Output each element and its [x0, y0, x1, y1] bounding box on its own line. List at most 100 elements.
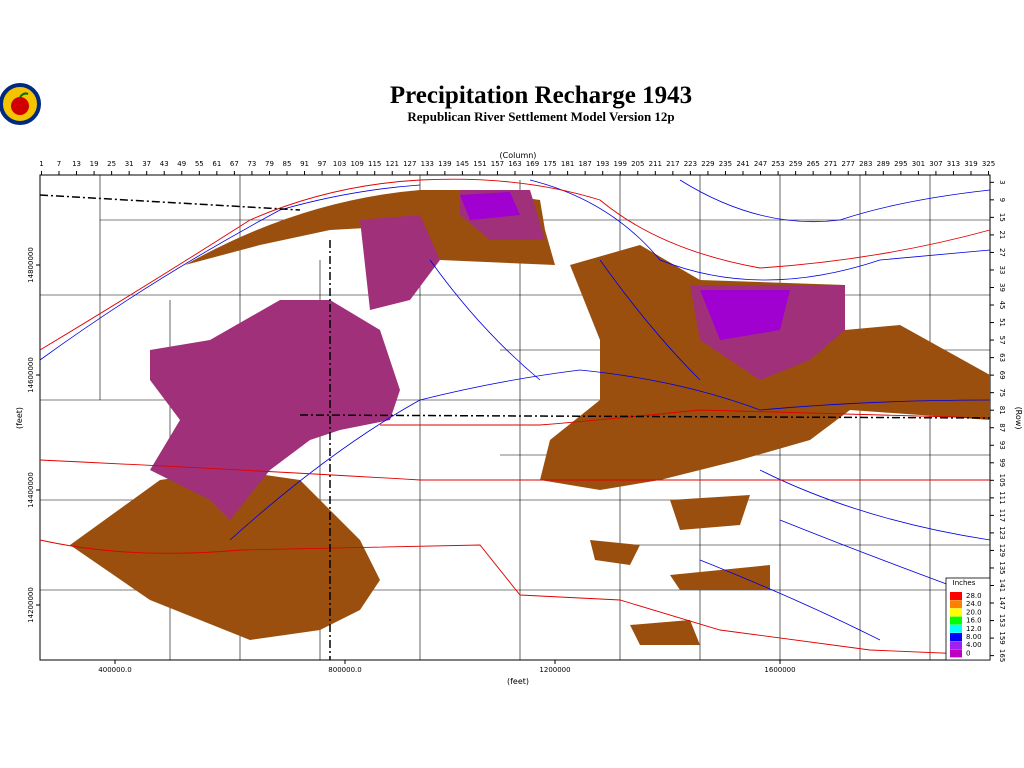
row-tick-label: 105: [998, 474, 1006, 487]
y-tick-label: 14800000: [27, 247, 35, 283]
x-tick-label: 1600000: [764, 666, 795, 674]
row-tick-label: 87: [998, 423, 1006, 432]
column-tick-label: 37: [142, 160, 151, 168]
legend-label: 16.0: [966, 617, 982, 625]
row-tick-label: 51: [998, 318, 1006, 327]
row-tick-label: 63: [998, 353, 1006, 362]
row-tick-label: 27: [998, 248, 1006, 257]
y-tick-label: 14400000: [27, 472, 35, 508]
column-tick-label: 319: [964, 160, 977, 168]
row-tick-label: 153: [998, 614, 1006, 627]
row-tick-label: 111: [998, 491, 1006, 504]
column-tick-label: 79: [265, 160, 274, 168]
column-tick-label: 289: [877, 160, 890, 168]
column-tick-label: 55: [195, 160, 204, 168]
column-tick-label: 307: [929, 160, 942, 168]
roads: [39, 178, 991, 656]
subtitle: Republican River Settlement Model Versio…: [407, 109, 674, 124]
column-tick-label: 241: [736, 160, 749, 168]
column-tick-label: 163: [508, 160, 521, 168]
row-tick-label: 147: [998, 596, 1006, 609]
y-tick-label: 14600000: [27, 357, 35, 393]
legend-swatch: [950, 616, 962, 625]
row-tick-label: 69: [998, 371, 1006, 380]
column-tick-label: 61: [212, 160, 221, 168]
legend-label: 28.0: [966, 592, 982, 600]
legend-swatch: [950, 649, 962, 658]
row-tick-label: 99: [998, 458, 1006, 467]
y-tick-label: 14200000: [27, 587, 35, 623]
streams: [39, 179, 991, 641]
column-tick-label: 253: [771, 160, 784, 168]
column-tick-label: 145: [456, 160, 469, 168]
column-tick-label: 67: [230, 160, 239, 168]
row-tick-label: 93: [998, 441, 1006, 450]
row-tick-label: 129: [998, 544, 1006, 557]
state-lines: [39, 194, 991, 660]
column-tick-label: 115: [368, 160, 381, 168]
legend-label: 24.0: [966, 600, 982, 608]
row-tick-label: 57: [998, 336, 1006, 345]
x-tick-label: 1200000: [539, 666, 570, 674]
y-label: (feet): [15, 407, 24, 429]
x-tick-label: 800000.0: [328, 666, 361, 674]
column-tick-label: 73: [247, 160, 256, 168]
column-tick-label: 175: [543, 160, 556, 168]
title: Precipitation Recharge 1943: [390, 82, 692, 109]
recharge-high: [150, 190, 845, 520]
column-tick-label: 1: [39, 160, 43, 168]
column-tick-label: 103: [333, 160, 346, 168]
legend-swatch: [950, 592, 962, 600]
column-tick-label: 265: [806, 160, 819, 168]
column-tick-label: 193: [596, 160, 609, 168]
map-area: [39, 174, 991, 661]
column-tick-label: 313: [947, 160, 960, 168]
column-tick-label: 127: [403, 160, 416, 168]
row-tick-label: 81: [998, 406, 1006, 415]
column-tick-label: 43: [160, 160, 169, 168]
legend-label: 4.00: [966, 641, 982, 649]
column-tick-label: 133: [421, 160, 434, 168]
column-tick-label: 301: [912, 160, 925, 168]
column-tick-label: 19: [90, 160, 99, 168]
legend-swatch: [950, 641, 962, 650]
column-tick-label: 7: [57, 160, 61, 168]
column-tick-label: 25: [107, 160, 116, 168]
x-label: (feet): [507, 677, 529, 686]
row-label: (Row): [1014, 407, 1023, 430]
column-tick-label: 325: [982, 160, 995, 168]
column-tick-label: 31: [125, 160, 134, 168]
column-tick-label: 295: [894, 160, 907, 168]
column-tick-label: 139: [438, 160, 451, 168]
logo: [0, 83, 41, 125]
column-tick-label: 85: [283, 160, 292, 168]
row-tick-label: 33: [998, 265, 1006, 274]
column-tick-label: 97: [318, 160, 327, 168]
column-tick-label: 13: [72, 160, 81, 168]
column-tick-label: 181: [561, 160, 574, 168]
column-tick-label: 187: [578, 160, 591, 168]
column-tick-label: 211: [649, 160, 662, 168]
row-tick-label: 3: [998, 180, 1006, 184]
row-tick-label: 21: [998, 230, 1006, 239]
column-tick-label: 277: [842, 160, 855, 168]
column-tick-label: 205: [631, 160, 644, 168]
column-tick-label: 91: [300, 160, 309, 168]
legend-label: 12.0: [966, 625, 982, 633]
row-tick-label: 123: [998, 526, 1006, 539]
row-tick-label: 75: [998, 388, 1006, 397]
column-tick-label: 271: [824, 160, 837, 168]
legend-label: 20.0: [966, 608, 982, 616]
legend-swatch: [950, 624, 962, 633]
column-tick-label: 121: [386, 160, 399, 168]
legend-swatch: [950, 600, 962, 609]
column-label: (Column): [500, 151, 537, 160]
column-tick-label: 247: [754, 160, 767, 168]
column-tick-label: 151: [473, 160, 486, 168]
recharge-peak: [460, 192, 790, 340]
legend: Inches 28.024.020.016.012.08.004.000: [945, 577, 991, 661]
column-tick-label: 235: [719, 160, 732, 168]
row-tick-label: 39: [998, 283, 1006, 292]
legend-label: 8.00: [966, 633, 982, 641]
